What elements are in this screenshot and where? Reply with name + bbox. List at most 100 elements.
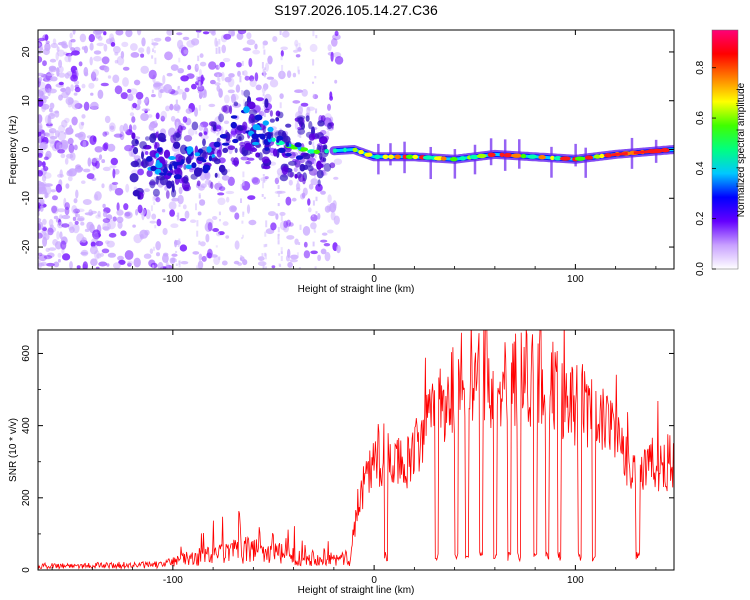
ridge-noise-blob [136, 158, 142, 168]
noise-blob [171, 257, 177, 263]
noise-blob [295, 54, 301, 58]
noise-blob [309, 43, 318, 53]
streak-blob [263, 104, 266, 109]
ridge-noise-blob [227, 145, 236, 150]
noise-blob [208, 103, 216, 108]
noise-blob [49, 102, 55, 110]
ridge-noise-blob [166, 180, 173, 189]
colorbar-tick-label: 0.0 [695, 262, 706, 276]
noise-blob [103, 31, 107, 36]
noise-blob [297, 47, 302, 52]
transition-blob [285, 141, 290, 147]
noise-blob [102, 203, 106, 209]
noise-blob [111, 181, 119, 185]
noise-blob [132, 124, 137, 131]
streak-blob [215, 245, 218, 248]
spectrogram-x-tick-label: 0 [371, 274, 377, 285]
noise-blob [301, 89, 308, 97]
noise-blob [80, 251, 88, 255]
noise-blob [200, 183, 207, 188]
transition-blob [267, 126, 274, 133]
streak-blob [176, 121, 179, 128]
streak-blob [277, 234, 280, 240]
streak-blob [265, 266, 267, 269]
streak-blob [241, 237, 244, 240]
noise-blob [38, 152, 43, 158]
streak-blob [240, 198, 242, 203]
streak-blob [241, 60, 244, 66]
noise-blob [272, 36, 278, 42]
noise-blob [235, 84, 241, 93]
ridge-noise-blob [294, 173, 298, 179]
noise-blob [79, 33, 87, 43]
noise-blob [191, 38, 200, 46]
streak-blob [198, 81, 201, 87]
noise-blob [114, 85, 123, 95]
noise-blob [127, 93, 134, 101]
transition-blob [196, 156, 205, 161]
noise-blob [323, 172, 328, 176]
ridge-peak-blob [559, 156, 571, 161]
streak-blob [240, 255, 243, 258]
noise-blob [289, 259, 298, 263]
spectrogram-x-tick-label: 100 [567, 274, 584, 285]
noise-blob [127, 260, 133, 266]
ridge-noise-blob [218, 164, 226, 173]
streak-blob [154, 57, 157, 65]
noise-blob [156, 252, 160, 257]
streak-blob [217, 232, 220, 236]
colorbar-tick-label: 0.8 [695, 60, 706, 74]
noise-blob [334, 30, 339, 37]
streak-blob [195, 203, 197, 211]
ridge-noise-blob [234, 147, 238, 154]
ridge-noise-blob [314, 132, 324, 139]
noise-blob [224, 94, 230, 104]
noise-blob [53, 215, 59, 220]
transition-blob [230, 121, 237, 129]
noise-blob [117, 221, 123, 229]
noise-blob [112, 216, 117, 222]
noise-blob [326, 229, 334, 234]
noise-blob [89, 42, 94, 51]
ridge-noise-blob [322, 135, 330, 141]
ridge-noise-blob [216, 149, 222, 158]
noise-blob [199, 199, 206, 206]
ridge-noise-blob [196, 180, 201, 187]
ridge-noise-blob [233, 101, 239, 107]
noise-blob [51, 205, 59, 215]
noise-blob [223, 33, 232, 40]
streak-blob [279, 102, 282, 109]
ridge-noise-blob [305, 160, 313, 167]
streak-blob [152, 246, 155, 251]
noise-blob [71, 205, 78, 214]
ridge-noise-blob [222, 104, 231, 114]
streak-blob [279, 264, 282, 267]
noise-blob [78, 61, 83, 67]
streak-blob [152, 142, 155, 146]
streak-blob [314, 180, 317, 183]
noise-blob [38, 72, 45, 77]
ridge-noise-blob [154, 142, 160, 149]
noise-blob [303, 250, 311, 259]
noise-blob [74, 103, 83, 109]
ridge-noise-blob [198, 132, 203, 137]
ridge-noise-blob [307, 165, 314, 172]
noise-blob [82, 199, 92, 205]
noise-blob [42, 60, 47, 67]
noise-blob [58, 72, 66, 78]
noise-blob [157, 262, 164, 269]
ridge-noise-blob [239, 141, 246, 147]
noise-blob [303, 241, 308, 248]
noise-blob [317, 254, 321, 261]
ridge-peak-blob [358, 149, 364, 155]
noise-blob [56, 46, 60, 52]
noise-blob [251, 177, 261, 185]
noise-blob [210, 79, 216, 85]
ridge-noise-blob [183, 163, 187, 170]
ridge-noise-blob [275, 117, 280, 122]
noise-blob [161, 209, 166, 213]
streak-blob [263, 111, 266, 118]
noise-blob [156, 218, 162, 227]
noise-blob [184, 210, 190, 219]
